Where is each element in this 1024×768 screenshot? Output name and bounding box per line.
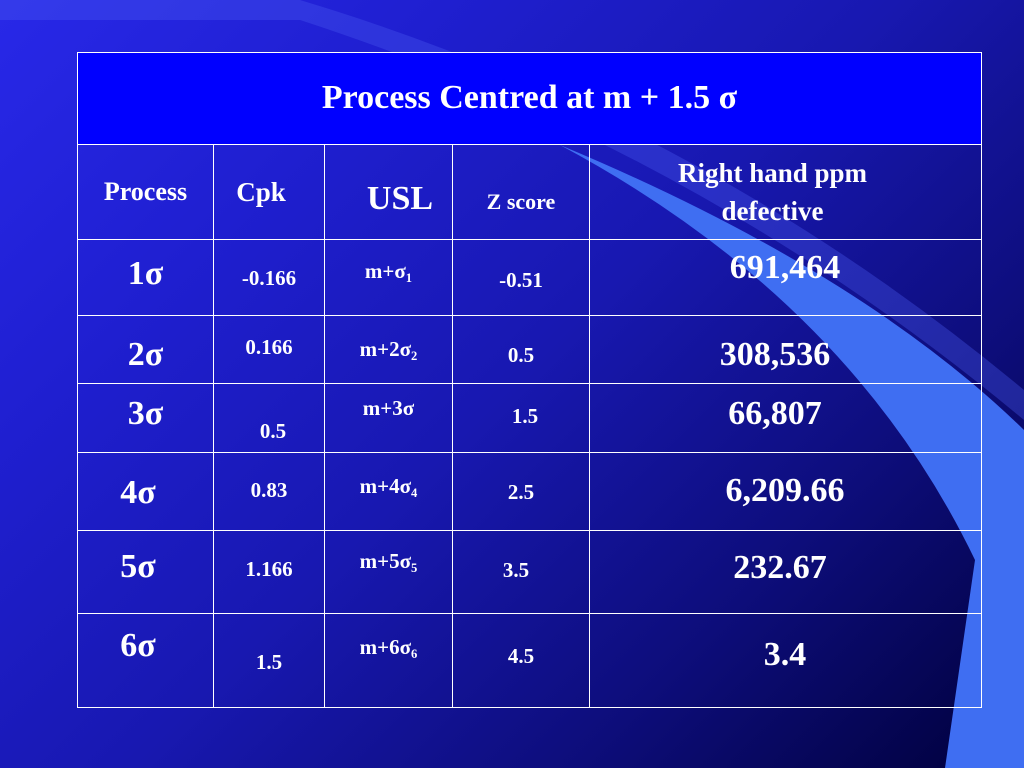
- column-divider-3: [452, 144, 453, 708]
- row1-z-score: -0.51: [499, 268, 543, 292]
- table-border-right: [981, 52, 982, 708]
- row5-usl: m+5σ5: [359, 549, 418, 575]
- row-border-2: [77, 383, 982, 384]
- row1-usl: m+σ1: [364, 259, 413, 285]
- header-cpk: Cpk: [236, 176, 286, 207]
- row2-cpk: 0.166: [245, 335, 293, 359]
- slide-title: Process Centred at m + 1.5 σ: [77, 52, 982, 144]
- row5-z-score: 3.5: [502, 558, 530, 582]
- title-band: [77, 52, 982, 144]
- row-border-3: [77, 452, 982, 453]
- row3-ppm: 66,807: [728, 395, 822, 432]
- table-border-bottom: [77, 707, 982, 708]
- row6-process: 6σ: [120, 627, 156, 664]
- header-usl: USL: [366, 180, 434, 217]
- header-bottom-border: [77, 239, 982, 240]
- header-right-hand-ppm: Right hand ppm defective: [677, 158, 868, 226]
- table-border-left: [77, 52, 78, 708]
- row3-process: 3σ: [127, 395, 164, 432]
- row4-ppm: 6,209.66: [725, 472, 845, 509]
- row3-usl: m+3σ: [362, 396, 415, 420]
- column-divider-1: [213, 144, 214, 708]
- row2-usl: m+2σ2: [359, 337, 418, 363]
- row6-ppm: 3.4: [763, 636, 807, 673]
- row4-cpk: 0.83: [250, 478, 288, 502]
- row3-z-score: 1.5: [511, 404, 539, 428]
- table-border-top: [77, 52, 982, 53]
- row1-ppm: 691,464: [729, 249, 841, 286]
- background-swoosh-accent: [560, 145, 1024, 768]
- header-process: Process: [103, 177, 188, 206]
- row5-cpk: 1.166: [245, 557, 293, 581]
- row2-process: 2σ: [127, 336, 164, 373]
- row6-z-score: 4.5: [507, 644, 535, 668]
- title-bottom-border: [77, 144, 982, 145]
- column-divider-4: [589, 144, 590, 708]
- row-border-5: [77, 613, 982, 614]
- row2-ppm: 308,536: [719, 336, 831, 373]
- row1-cpk: -0.166: [241, 266, 297, 290]
- row2-z-score: 0.5: [507, 343, 535, 367]
- row6-cpk: 1.5: [255, 650, 283, 674]
- row-border-1: [77, 315, 982, 316]
- row5-process: 5σ: [120, 548, 156, 585]
- row4-z-score: 2.5: [507, 480, 535, 504]
- row5-ppm: 232.67: [733, 549, 827, 586]
- row4-process: 4σ: [120, 474, 156, 511]
- row-border-4: [77, 530, 982, 531]
- row4-usl: m+4σ4: [359, 474, 418, 500]
- slide-title-text: Process Centred at m + 1.5 σ: [321, 79, 738, 116]
- row6-usl: m+6σ6: [359, 635, 418, 661]
- row3-cpk: 0.5: [259, 419, 287, 443]
- row1-process: 1σ: [127, 255, 164, 292]
- column-divider-2: [324, 144, 325, 708]
- header-z-score: Z score: [486, 189, 556, 214]
